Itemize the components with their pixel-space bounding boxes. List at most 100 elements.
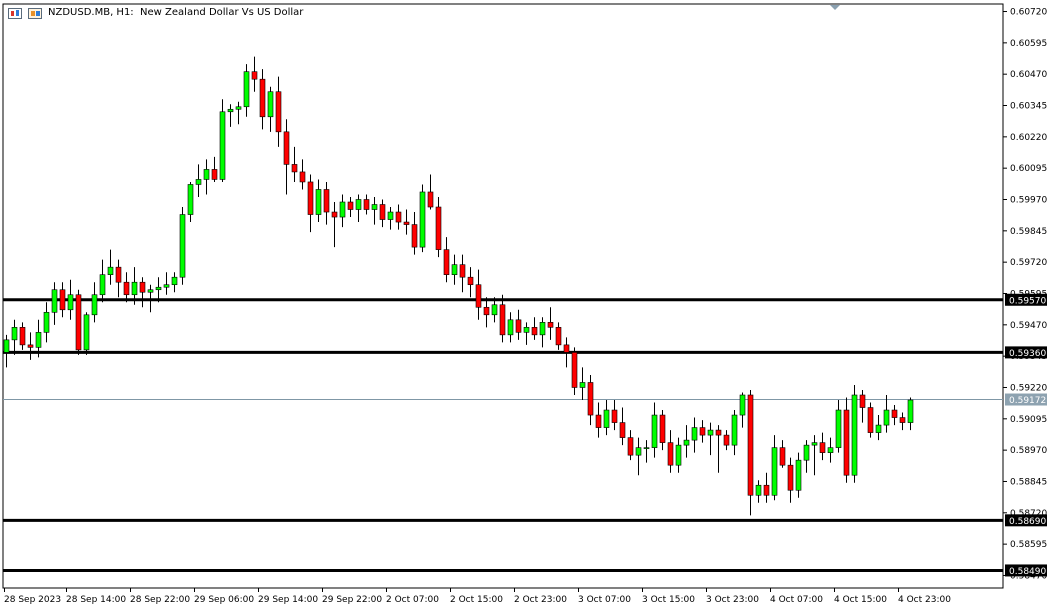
candle [235,106,242,110]
candle [251,71,258,80]
candle [771,447,778,496]
candle [803,444,810,461]
y-tick-label: 0.60220 [1010,133,1047,143]
candle [267,91,274,118]
candle [123,281,130,296]
candle [163,284,170,288]
candle [531,327,538,336]
candle [715,429,722,436]
candle [707,429,714,436]
x-tick-label: 4 Oct 15:00 [834,595,887,605]
candle [83,314,90,351]
candle [243,71,250,108]
candle [595,414,602,428]
candle [67,294,74,311]
level-price-text: 0.58490 [1009,567,1046,577]
symbol-label: NZDUSD.MB, H1: [48,7,134,18]
candle [579,382,586,388]
candle [179,214,186,278]
y-tick-label: 0.60470 [1010,70,1047,80]
candle [171,276,178,286]
x-tick-label: 3 Oct 23:00 [706,595,759,605]
symbol-description: New Zealand Dollar Vs US Dollar [140,7,304,18]
candle [35,332,42,348]
y-tick-label: 0.60345 [1010,102,1047,112]
x-tick-label: 4 Oct 07:00 [770,595,823,605]
candle [315,189,322,215]
level-price-text: 0.58690 [1009,517,1046,527]
candle [683,439,690,446]
price-labels: 0.59570 0.59360 0.58690 0.58490 0.59172 [1005,293,1047,577]
x-tick-label: 28 Sep 22:00 [130,595,190,605]
candle [27,344,34,348]
candle [363,199,370,210]
symbol-icon[interactable] [28,8,42,19]
candle [587,382,594,416]
candle [131,281,138,296]
candle [99,274,106,296]
candle [291,164,298,173]
bid-price-label [1005,393,1047,406]
candle [619,422,626,438]
y-tick-label: 0.58970 [1010,446,1047,456]
candle [739,394,746,416]
candle [395,211,402,223]
candle [843,409,850,476]
x-tick-label: 2 Oct 23:00 [514,595,567,605]
level-price-label [1005,564,1047,577]
y-tick-label: 0.58845 [1010,477,1047,487]
candle [547,322,554,328]
chart-frame [2,3,1004,589]
chart-axes: 0.60720 0.60595 0.60470 0.60345 0.60220 0.600… [2,3,1047,605]
candle [635,447,642,456]
candle [515,319,522,333]
candle [779,447,786,466]
candle [331,211,338,218]
candle [555,327,562,346]
candle [451,264,458,275]
candle [355,199,362,210]
candle [659,414,666,443]
candle [115,266,122,283]
candle [475,284,482,308]
y-tick-label: 0.60720 [1010,8,1047,18]
candle [43,311,50,333]
candle [387,211,394,220]
candle [139,281,146,293]
candle [747,394,754,496]
candle [723,434,730,446]
chart-type-icon[interactable] [8,8,22,19]
candle [259,78,266,118]
candle [699,427,706,436]
candle [667,442,674,466]
y-tick-label: 0.59970 [1010,196,1047,206]
candle [347,201,354,210]
candle [147,289,154,293]
candle [51,289,58,313]
candle [467,276,474,286]
candle [195,179,202,185]
candle [443,249,450,275]
y-tick-label: 0.58595 [1010,540,1047,550]
candle [339,201,346,218]
candle [403,221,410,225]
level-price-label [1005,293,1047,306]
candle [275,91,282,133]
y-tick-label: 0.60095 [1010,164,1047,174]
candle [539,322,546,336]
y-tick-label: 0.60595 [1010,39,1047,49]
y-tick-label: 0.58470 [1010,571,1047,581]
x-tick-label: 2 Oct 07:00 [386,595,439,605]
candle [3,339,10,353]
candle [19,327,26,346]
candle [203,169,210,180]
level-price-label [1005,514,1047,527]
candle [891,409,898,418]
candle [499,304,506,336]
x-tick-label: 28 Sep 2023 [4,595,61,605]
y-tick-label: 0.59720 [1010,258,1047,268]
candle [651,414,658,448]
candle [907,399,914,423]
candle [763,484,770,496]
